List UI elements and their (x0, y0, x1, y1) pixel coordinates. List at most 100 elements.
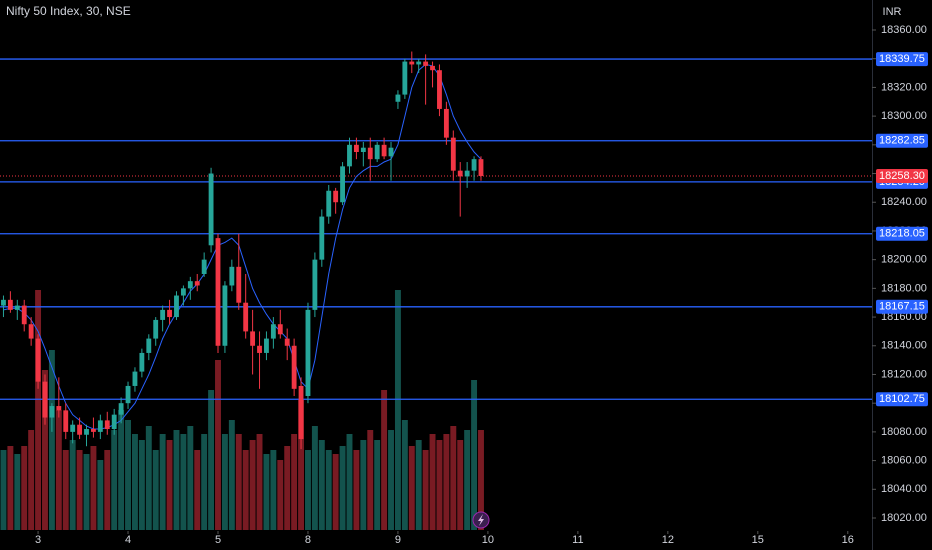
y-tick-label: 18180.00 (881, 282, 927, 294)
candle-body (243, 302, 249, 332)
volume-bar (360, 440, 367, 530)
volume-bar (367, 430, 374, 530)
level-label: 18218.05 (879, 228, 925, 240)
y-tick-label: 18040.00 (881, 483, 927, 495)
x-tick-label: 4 (125, 534, 131, 546)
x-tick-label: 12 (662, 534, 674, 546)
level-label-bg (876, 392, 928, 407)
candle-body (443, 108, 449, 138)
level-label-bg (876, 52, 928, 67)
volume-bar (48, 350, 55, 530)
candle-body (305, 309, 311, 396)
x-tick-label: 5 (215, 534, 221, 546)
candle-body (395, 94, 401, 102)
volume-bar (381, 390, 388, 530)
candle-body (471, 159, 477, 171)
candle-body (208, 173, 214, 246)
volume-bar (353, 450, 360, 530)
candle-body (229, 266, 235, 286)
candle-body (347, 144, 352, 167)
candle-body (118, 403, 124, 415)
candle-body (21, 305, 27, 325)
candle-body (388, 147, 394, 157)
volume-bar (118, 410, 125, 530)
candle-body (450, 137, 456, 171)
volume-bar (478, 430, 484, 530)
volume-bar (55, 410, 62, 530)
y-tick-label: 18140.00 (881, 340, 927, 352)
volume-bar (62, 450, 69, 530)
volume-bar (125, 420, 131, 530)
level-label: 18167.15 (879, 301, 925, 313)
candle-body (257, 345, 262, 353)
volume-bar (235, 434, 242, 530)
volume-bar (28, 430, 35, 530)
candle-body (91, 429, 96, 432)
level-label: 18282.85 (879, 135, 925, 147)
last-price-bg (876, 168, 928, 183)
volume-bar (339, 446, 346, 530)
candle-body (201, 259, 207, 274)
x-tick-label: 16 (842, 534, 854, 546)
candle-body (160, 309, 166, 320)
candle-body (430, 65, 435, 71)
x-tick-label: 9 (395, 534, 401, 546)
volume-bar (215, 360, 221, 530)
volume-bar (83, 454, 90, 530)
candle-body (153, 319, 159, 339)
candle-body (194, 281, 200, 286)
candle-body (222, 285, 228, 346)
volume-bar (325, 450, 332, 530)
y-tick-label: 18360.00 (881, 24, 927, 36)
volume-bar (291, 434, 298, 530)
volume-bar (270, 450, 277, 530)
x-tick-label: 10 (482, 534, 494, 546)
y-tick-label: 18320.00 (881, 81, 927, 93)
candle-body (319, 216, 325, 260)
candle-body (298, 385, 304, 440)
candle-body (312, 259, 318, 310)
candle-body (77, 424, 83, 435)
volume-bar (256, 434, 263, 530)
candle-body (409, 61, 415, 65)
volume-bar (173, 430, 180, 530)
candle-body (146, 338, 152, 353)
volume-bar (436, 440, 443, 530)
candle-body (374, 144, 380, 160)
volume-bar (242, 450, 249, 530)
candle-body (139, 352, 145, 372)
y-tick-label: 18300.00 (881, 110, 927, 122)
volume-bar (249, 440, 256, 530)
volume-bar (471, 380, 478, 530)
alert-icon[interactable] (472, 511, 490, 529)
volume-bar (180, 434, 187, 530)
volume-bar (69, 440, 76, 530)
volume-bar (42, 370, 48, 530)
candle-body (104, 420, 110, 430)
level-label-bg (876, 226, 928, 241)
candle-body (353, 144, 359, 152)
candle-body (381, 144, 387, 157)
candle-body (457, 170, 463, 177)
volume-bar (457, 440, 464, 530)
x-tick-label: 3 (35, 534, 41, 546)
candle-body (416, 61, 422, 65)
candle-body (270, 324, 276, 339)
candle-body (14, 305, 20, 310)
y-tick-label: 18240.00 (881, 196, 927, 208)
currency: INR (883, 6, 902, 18)
volume-bar (408, 446, 415, 530)
volume-bar (221, 434, 228, 530)
candle-body (367, 147, 373, 160)
x-tick-label: 8 (305, 534, 311, 546)
candle-body (42, 381, 48, 418)
x-tick-label: 15 (752, 534, 764, 546)
volume-bar (35, 290, 42, 530)
candle-body (236, 266, 242, 303)
y-tick-label: 18120.00 (881, 368, 927, 380)
candle-body (1, 299, 6, 306)
candle-body (97, 420, 103, 432)
candle-body (291, 345, 297, 389)
volume-bar (145, 426, 152, 530)
candle-body (132, 371, 138, 386)
